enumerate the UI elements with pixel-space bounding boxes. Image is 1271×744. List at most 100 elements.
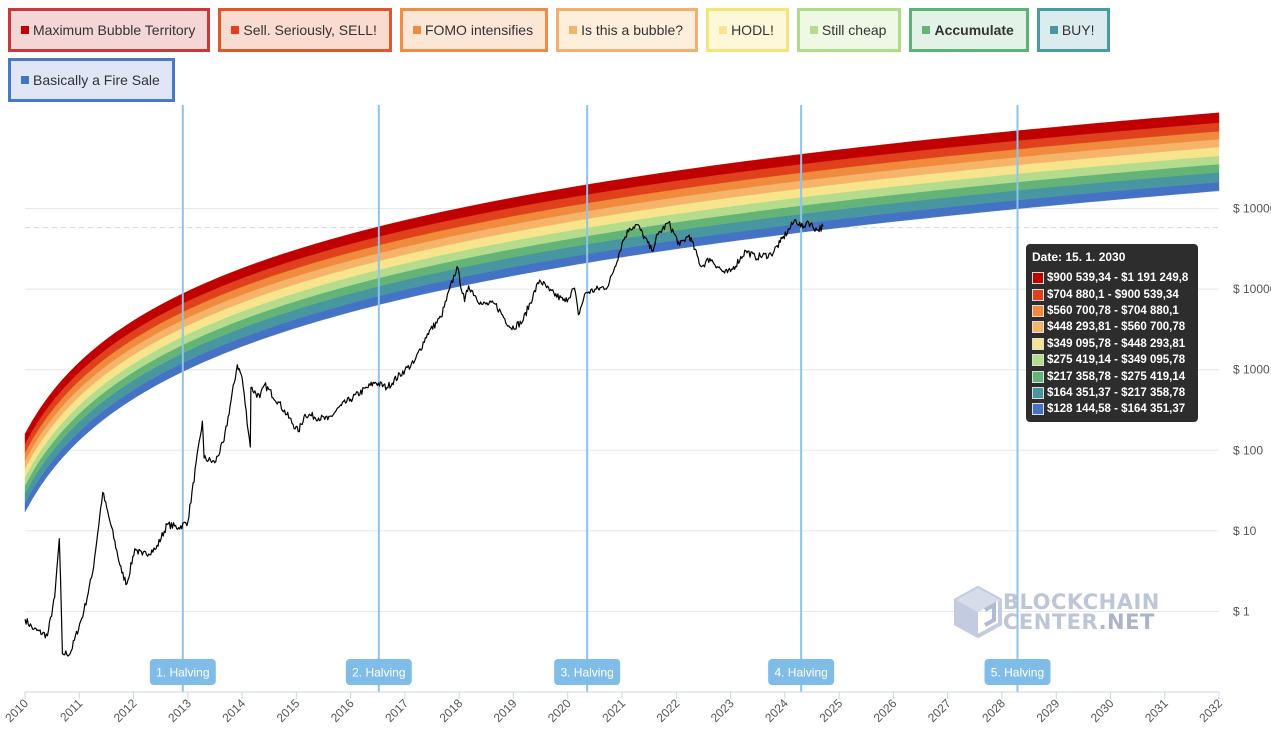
- tooltip-swatch: [1032, 386, 1044, 399]
- tooltip-title: Date: 15. 1. 2030: [1032, 250, 1126, 264]
- hover-dot: [1109, 174, 1116, 181]
- legend-label: HODL!: [731, 22, 774, 38]
- halving-label: 3. Halving: [560, 666, 613, 680]
- tooltip-row: $560 700,78 - $704 880,1: [1032, 303, 1192, 319]
- legend-item[interactable]: Sell. Seriously, SELL!: [218, 8, 392, 52]
- y-tick-label: $ 100000: [1233, 202, 1271, 216]
- legend-swatch: [231, 26, 240, 34]
- halving-label-box: [345, 659, 412, 685]
- tooltip-rows: $900 539,34 - $1 191 249,8 $704 880,1 - $…: [1032, 270, 1192, 418]
- legend-label: BUY!: [1061, 22, 1095, 38]
- y-axis-labels: $ 1 $ 10 $ 100 $ 1000 $ 10000 $ 100000: [1233, 202, 1271, 619]
- x-axis: 2010 2011 2012 2013 2014 2015 2016 2017 2018 2019…: [2, 691, 1225, 725]
- x-tick-label: 2027: [925, 696, 954, 725]
- legend-label: Maximum Bubble Territory: [33, 22, 196, 38]
- tooltip-row: $164 351,37 - $217 358,78: [1032, 385, 1192, 401]
- logo-text: BLOCKCHAIN CENTER.NET: [1003, 592, 1160, 634]
- halving-label: 5. Halving: [991, 666, 1044, 680]
- rainbow-band: [24, 112, 1220, 445]
- x-tick-label: 2012: [111, 696, 140, 725]
- halving-label-box: [984, 659, 1051, 685]
- tooltip-row-text: $217 358,78 - $275 419,14: [1047, 370, 1186, 383]
- x-tick-label: 2031: [1142, 696, 1171, 725]
- halving-label-box: [768, 659, 835, 685]
- tooltip-row: $275 419,14 - $349 095,78: [1032, 352, 1192, 368]
- x-tick-label: 2017: [382, 696, 411, 725]
- legend-label: FOMO intensifies: [424, 22, 534, 38]
- legend-label: Sell. Seriously, SELL!: [243, 22, 377, 38]
- x-tick-label: 2014: [219, 696, 248, 725]
- tooltip-swatch: [1032, 403, 1044, 416]
- x-tick-label: 2011: [57, 696, 85, 724]
- tooltip-swatch: [1032, 337, 1044, 350]
- hover-dot: [1109, 157, 1116, 164]
- x-tick-label: 2015: [274, 696, 303, 725]
- tooltip-row-text: $448 293,81 - $560 700,78: [1047, 321, 1186, 334]
- hover-dot: [1109, 149, 1116, 156]
- logo-line2: CENTER: [1003, 610, 1099, 634]
- tooltip-row-text: $900 539,34 - $1 191 249,8: [1047, 272, 1189, 285]
- legend: Maximum Bubble Territory Sell. Seriously,…: [8, 8, 1148, 102]
- y-tick-label: $ 100: [1233, 443, 1263, 457]
- legend-item[interactable]: Still cheap: [796, 8, 902, 52]
- tooltip: Date: 15. 1. 2030 $900 539,34 - $1 191 2…: [1026, 244, 1198, 422]
- legend-swatch: [1049, 26, 1058, 34]
- tooltip-row-text: $128 144,58 - $164 351,37: [1047, 403, 1186, 416]
- y-tick-label: $ 10000: [1233, 282, 1271, 296]
- halving-lines: [181, 105, 1019, 692]
- y-tick-label: $ 1000: [1233, 363, 1270, 377]
- legend-item[interactable]: Is this a bubble?: [556, 8, 699, 52]
- legend-label: Accumulate: [934, 22, 1014, 38]
- tooltip-swatch: [1032, 272, 1044, 285]
- hover-dot: [1109, 132, 1116, 139]
- x-tick-label: 2020: [545, 696, 574, 725]
- hover-dot: [1108, 122, 1118, 132]
- x-tick-label: 2013: [165, 696, 194, 725]
- tooltip-row-text: $560 700,78 - $704 880,1: [1047, 304, 1179, 317]
- x-tick-label: 2032: [1196, 696, 1225, 725]
- logo-line2-suffix: .NET: [1098, 610, 1155, 634]
- tooltip-row: $349 095,78 - $448 293,81: [1032, 336, 1192, 352]
- legend-label: Still cheap: [821, 22, 887, 38]
- legend-item[interactable]: BUY!: [1036, 8, 1110, 52]
- price-series: [24, 219, 824, 657]
- hover-dot: [1109, 192, 1116, 199]
- tooltip-swatch: [1032, 304, 1044, 317]
- hover-indicator: [1108, 122, 1118, 199]
- tooltip-row: $704 880,1 - $900 539,34: [1032, 286, 1192, 302]
- tooltip-swatch: [1032, 321, 1044, 334]
- y-tick-label: $ 1: [1233, 604, 1250, 618]
- x-tick-label: 2029: [1034, 696, 1063, 725]
- hover-dot: [1109, 183, 1116, 190]
- x-tick-label: 2010: [2, 696, 31, 725]
- hover-dot: [1109, 165, 1116, 172]
- halving-label: 2. Halving: [352, 666, 405, 680]
- x-tick-label: 2016: [328, 696, 357, 725]
- legend-item[interactable]: Accumulate: [909, 8, 1029, 52]
- legend-swatch: [569, 26, 578, 34]
- halving-label-box: [149, 659, 216, 685]
- legend-swatch: [809, 26, 818, 34]
- x-tick-label: 2030: [1088, 696, 1117, 725]
- legend-swatch: [21, 76, 29, 84]
- halving-labels: 1. Halving 2. Halving 3. Halving 4. Halving…: [149, 659, 1051, 685]
- y-tick-label: $ 10: [1233, 524, 1257, 538]
- x-tick-label: 2021: [599, 696, 628, 725]
- legend-item[interactable]: FOMO intensifies: [399, 8, 549, 52]
- x-tick-label: 2025: [817, 696, 846, 725]
- legend-label: Basically a Fire Sale: [33, 72, 160, 88]
- tooltip-row: $448 293,81 - $560 700,78: [1032, 319, 1192, 335]
- blockchaincenter-logo: BLOCKCHAIN CENTER.NET: [953, 586, 1160, 638]
- rainbow-bands: [24, 112, 1220, 513]
- legend-swatch: [21, 26, 29, 34]
- legend-item[interactable]: Maximum Bubble Territory: [8, 8, 211, 52]
- legend-swatch: [922, 26, 931, 34]
- legend-swatch: [719, 26, 728, 34]
- tooltip-row-text: $349 095,78 - $448 293,81: [1047, 337, 1186, 350]
- tooltip-row-text: $704 880,1 - $900 539,34: [1047, 288, 1179, 301]
- x-tick-label: 2018: [437, 696, 466, 725]
- x-tick-label: 2026: [871, 696, 900, 725]
- legend-item[interactable]: Basically a Fire Sale: [8, 58, 175, 102]
- legend-item[interactable]: HODL!: [706, 8, 789, 52]
